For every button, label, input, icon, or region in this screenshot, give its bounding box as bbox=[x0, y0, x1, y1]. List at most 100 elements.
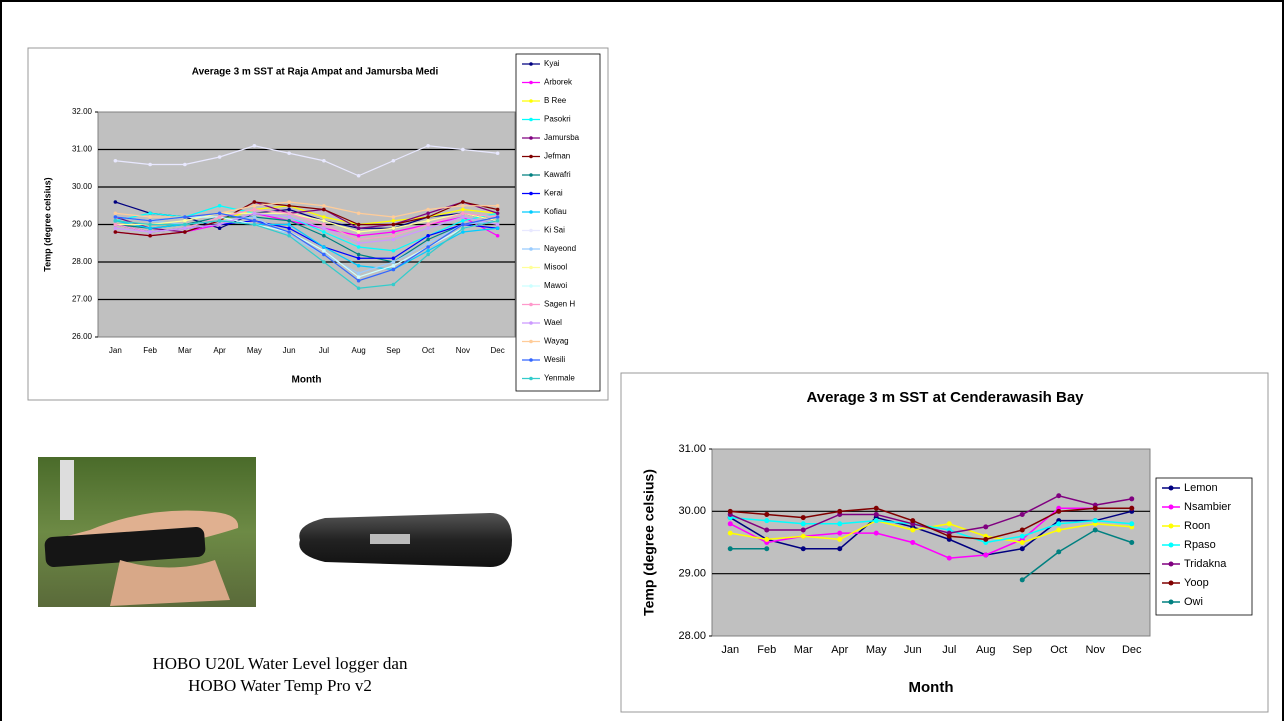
legend-label: Nsambier bbox=[1184, 501, 1231, 513]
data-point bbox=[947, 556, 952, 561]
legend-marker bbox=[1169, 543, 1174, 548]
legend-marker bbox=[529, 99, 533, 103]
data-point bbox=[322, 219, 326, 223]
data-point bbox=[1020, 528, 1025, 533]
data-point bbox=[837, 521, 842, 526]
y-axis-label: Temp (degree celsius) bbox=[641, 469, 657, 616]
data-point bbox=[114, 200, 118, 204]
data-point bbox=[1093, 528, 1098, 533]
data-point bbox=[148, 234, 152, 238]
data-point bbox=[114, 159, 118, 163]
legend-marker bbox=[529, 284, 533, 288]
data-point bbox=[392, 159, 396, 163]
data-point bbox=[426, 211, 430, 215]
legend-marker bbox=[529, 173, 533, 177]
legend-label: Wesili bbox=[544, 355, 565, 364]
legend-marker bbox=[529, 247, 533, 251]
data-point bbox=[1093, 506, 1098, 511]
legend-label: Yoop bbox=[1184, 577, 1209, 589]
data-point bbox=[392, 219, 396, 223]
data-point bbox=[357, 234, 361, 238]
data-point bbox=[218, 155, 222, 159]
data-point bbox=[392, 264, 396, 268]
data-point bbox=[287, 223, 291, 227]
data-point bbox=[947, 521, 952, 526]
x-tick-label: Feb bbox=[143, 346, 157, 355]
data-point bbox=[322, 245, 326, 249]
data-point bbox=[1093, 518, 1098, 523]
legend-label: Owi bbox=[1184, 596, 1203, 608]
data-point bbox=[1129, 540, 1134, 545]
data-point bbox=[253, 208, 257, 212]
legend-label: Jefman bbox=[544, 152, 570, 161]
data-point bbox=[148, 219, 152, 223]
data-point bbox=[728, 546, 733, 551]
legend-marker bbox=[1169, 562, 1174, 567]
data-point bbox=[1020, 512, 1025, 517]
x-tick-label: Aug bbox=[352, 346, 366, 355]
data-point bbox=[1020, 534, 1025, 539]
caption: HOBO Water Temp Pro v2 bbox=[100, 676, 460, 696]
data-point bbox=[496, 215, 500, 219]
data-point bbox=[461, 204, 465, 208]
x-tick-label: Nov bbox=[1085, 644, 1105, 656]
data-point bbox=[322, 226, 326, 230]
data-point bbox=[392, 226, 396, 230]
data-point bbox=[322, 223, 326, 227]
data-point bbox=[461, 226, 465, 230]
data-point bbox=[1056, 509, 1061, 514]
data-point bbox=[357, 253, 361, 257]
y-tick-label: 28.00 bbox=[678, 630, 706, 642]
data-point bbox=[287, 208, 291, 212]
data-point bbox=[148, 230, 152, 234]
data-point bbox=[287, 211, 291, 215]
data-point bbox=[392, 256, 396, 260]
data-point bbox=[183, 226, 187, 230]
data-point bbox=[496, 151, 500, 155]
data-point bbox=[322, 159, 326, 163]
data-point bbox=[392, 268, 396, 272]
data-point bbox=[287, 200, 291, 204]
data-point bbox=[148, 211, 152, 215]
legend-label: Kerai bbox=[544, 189, 563, 198]
data-point bbox=[837, 537, 842, 542]
data-point bbox=[287, 204, 291, 208]
x-tick-label: Oct bbox=[422, 346, 435, 355]
data-point bbox=[426, 245, 430, 249]
x-tick-label: May bbox=[866, 644, 887, 656]
chart-title: Average 3 m SST at Raja Ampat and Jamurs… bbox=[192, 67, 439, 78]
data-point bbox=[1129, 521, 1134, 526]
legend-label: Tridakna bbox=[1184, 558, 1227, 570]
data-point bbox=[357, 211, 361, 215]
data-point bbox=[947, 534, 952, 539]
legend-label: Nayeond bbox=[544, 244, 576, 253]
data-point bbox=[392, 249, 396, 253]
data-point bbox=[392, 238, 396, 242]
y-tick-label: 26.00 bbox=[72, 332, 93, 341]
data-point bbox=[426, 208, 430, 212]
data-point bbox=[183, 230, 187, 234]
data-point bbox=[148, 223, 152, 227]
data-point bbox=[253, 215, 257, 219]
data-point bbox=[392, 283, 396, 287]
data-point bbox=[114, 219, 118, 223]
data-point bbox=[322, 253, 326, 257]
legend-marker bbox=[529, 210, 533, 214]
data-point bbox=[357, 275, 361, 279]
data-point bbox=[496, 223, 500, 227]
data-point bbox=[322, 234, 326, 238]
data-point bbox=[322, 208, 326, 212]
data-point bbox=[253, 200, 257, 204]
data-point bbox=[461, 219, 465, 223]
data-point bbox=[357, 174, 361, 178]
data-point bbox=[357, 241, 361, 245]
data-point bbox=[357, 286, 361, 290]
y-tick-label: 30.00 bbox=[72, 182, 93, 191]
data-point bbox=[1020, 546, 1025, 551]
data-point bbox=[764, 528, 769, 533]
data-point bbox=[287, 226, 291, 230]
data-point bbox=[357, 245, 361, 249]
legend-label: Kofiau bbox=[544, 207, 567, 216]
data-point bbox=[114, 223, 118, 227]
data-point bbox=[1056, 521, 1061, 526]
